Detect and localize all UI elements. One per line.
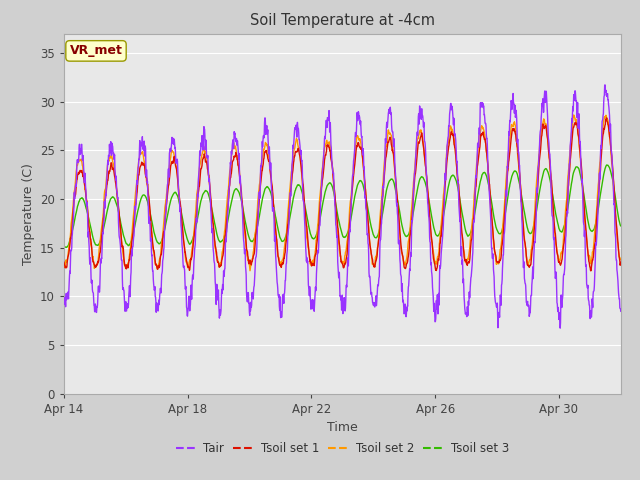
Title: Soil Temperature at -4cm: Soil Temperature at -4cm (250, 13, 435, 28)
Text: VR_met: VR_met (70, 44, 122, 58)
X-axis label: Time: Time (327, 421, 358, 434)
Legend: Tair, Tsoil set 1, Tsoil set 2, Tsoil set 3: Tair, Tsoil set 1, Tsoil set 2, Tsoil se… (172, 437, 513, 460)
Y-axis label: Temperature (C): Temperature (C) (22, 163, 35, 264)
